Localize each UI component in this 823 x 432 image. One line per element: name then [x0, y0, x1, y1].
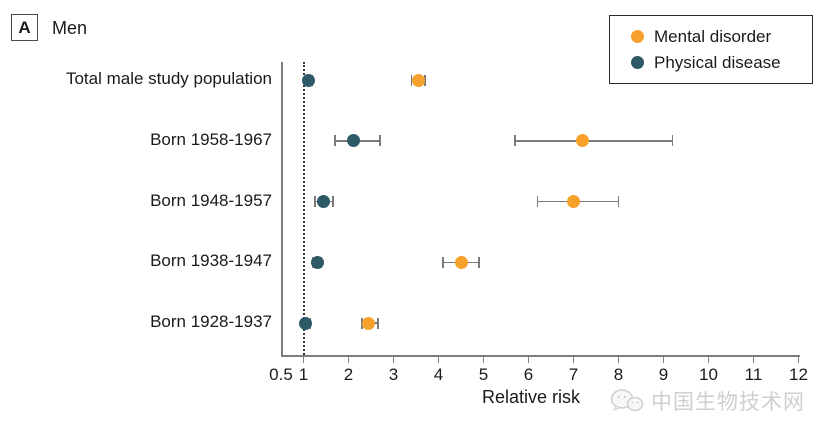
category-label: Born 1928-1937	[150, 312, 272, 331]
x-tick	[617, 356, 620, 363]
x-tick-label: 0.5	[269, 365, 293, 384]
watermark-text: 中国生物技术网	[651, 391, 805, 414]
errorbar-cap	[410, 74, 413, 86]
errorbar-cap	[424, 74, 426, 86]
category-label: Born 1938-1947	[150, 251, 272, 271]
x-tick	[437, 356, 440, 363]
x-tick	[707, 356, 710, 363]
errorbar-cap	[379, 135, 381, 147]
errorbar-cap	[617, 196, 620, 207]
panel-label-box: A	[11, 14, 38, 41]
x-tick-label: 6	[523, 365, 534, 384]
x-tick-label: 8	[613, 365, 624, 384]
legend-dot-mental-disorder-icon	[631, 30, 644, 43]
errorbar-cap	[314, 196, 316, 207]
errorbar-cap	[332, 196, 334, 207]
x-tick-label: 5	[478, 365, 489, 384]
wechat-logo-icon	[610, 389, 644, 412]
panel-title: Men	[52, 18, 88, 38]
errorbar-mental-disorder	[515, 140, 673, 142]
x-tick-label: 3	[388, 365, 399, 384]
errorbar-cap	[536, 196, 539, 207]
x-tick-label: 4	[433, 365, 444, 384]
x-tick	[797, 356, 800, 363]
category-label: Born 1948-1957	[150, 190, 272, 210]
data-point-physical-disease	[299, 316, 313, 330]
x-tick-label: 2	[343, 365, 354, 384]
data-point-physical-disease	[310, 255, 324, 269]
category-label: Total male study population	[65, 69, 272, 88]
x-tick	[392, 356, 395, 363]
data-point-mental-disorder	[454, 255, 468, 269]
data-point-physical-disease	[317, 195, 331, 208]
legend-item-mental-disorder: Mental disorder	[631, 27, 812, 47]
legend-dot-physical-disease-icon	[631, 56, 644, 69]
errorbar-cap	[377, 317, 379, 329]
data-point-mental-disorder	[576, 134, 589, 148]
x-tick-label: 10	[699, 365, 718, 384]
legend-item-physical-disease: Physical disease	[631, 53, 812, 73]
errorbar-cap	[514, 135, 516, 147]
x-tick	[752, 356, 755, 363]
y-axis-line	[281, 62, 283, 355]
errorbar-cap	[478, 256, 480, 268]
x-tick-label: 9	[658, 365, 669, 384]
data-point-physical-disease	[346, 134, 360, 148]
watermark: 中国生物技术网	[610, 386, 805, 416]
x-axis-title: Relative risk	[481, 387, 581, 407]
errorbar-cap	[334, 135, 336, 147]
x-tick	[302, 356, 305, 363]
x-tick-label: 12	[789, 365, 808, 384]
errorbar-cap	[361, 317, 363, 329]
x-tick	[662, 356, 665, 363]
x-axis-line	[281, 355, 800, 357]
data-point-mental-disorder	[362, 316, 376, 330]
x-tick-label: 7	[568, 365, 579, 384]
data-point-mental-disorder	[567, 195, 580, 208]
x-tick-label: 11	[744, 365, 763, 384]
errorbar-cap	[671, 135, 674, 147]
x-tick-label: 1	[298, 365, 309, 384]
x-tick	[572, 356, 575, 363]
x-tick	[527, 356, 530, 363]
category-label: Born 1958-1967	[150, 129, 272, 149]
x-tick	[482, 356, 485, 363]
x-tick	[347, 356, 350, 363]
reference-line	[302, 62, 305, 355]
errorbar-cap	[442, 256, 444, 268]
data-point-mental-disorder	[411, 73, 425, 87]
data-point-physical-disease	[301, 73, 315, 87]
panel-label: A	[18, 17, 31, 37]
legend: Mental disorder Physical disease	[609, 15, 813, 84]
legend-label-physical-disease: Physical disease	[654, 52, 781, 72]
legend-label-mental-disorder: Mental disorder	[654, 26, 772, 46]
